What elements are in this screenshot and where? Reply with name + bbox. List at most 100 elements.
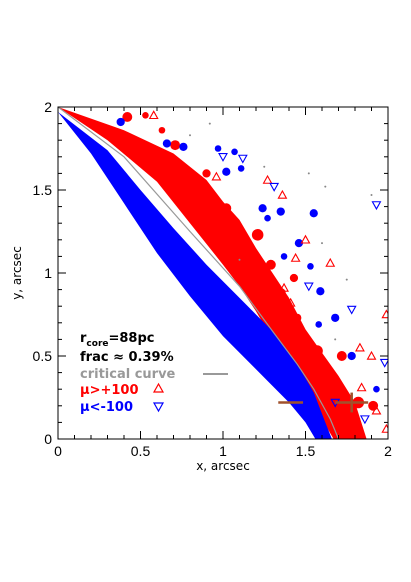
mu-pos-marker [371, 405, 382, 415]
mu-neg-blob [116, 117, 125, 127]
x-tick-label: 0 [54, 443, 62, 459]
mu-neg-marker [359, 415, 370, 425]
y-tick-label: 2 [44, 99, 52, 115]
faint-dot [208, 122, 211, 125]
mu-neg-blob [373, 385, 380, 393]
faint-dot [238, 258, 241, 261]
faint-dot [370, 193, 373, 196]
mu-pos-blob [265, 259, 276, 270]
rcore-main: r [80, 331, 87, 346]
plot-area [58, 107, 388, 439]
mu-pos-blob [368, 400, 379, 411]
y-tick-label: 0 [44, 431, 52, 447]
mu-pos-blob [202, 169, 211, 178]
tick-marks [57, 106, 389, 440]
mu-neg-marker [218, 153, 228, 162]
x-tick-label: 0.5 [131, 443, 151, 459]
mu-pos-marker [262, 174, 273, 184]
tick-labels: 0 0.5 1 1.5 2 0 0.5 1 1.5 2 [33, 99, 393, 459]
mu-neg-blob [214, 145, 222, 152]
mu-neg-blob [162, 139, 172, 148]
mu-pos-marker [325, 257, 336, 267]
mu-pos-marker [381, 309, 388, 319]
mu-pos-blob [289, 273, 299, 283]
faint-dot [321, 242, 323, 245]
mu-pos-blob [251, 229, 264, 241]
mu-pos-blob [221, 203, 232, 214]
mu-pos-marker [148, 110, 159, 120]
faint-dot [189, 134, 191, 137]
mu-neg-marker [303, 282, 314, 292]
mu-pos-marker [381, 423, 388, 433]
mu-neg-blob [347, 351, 356, 361]
faint-dot [345, 278, 348, 281]
faint-dot [263, 165, 266, 168]
mu-pos-marker [211, 171, 222, 181]
rcore-subscript: core [86, 339, 108, 349]
mu-pos-marker [277, 189, 288, 199]
faint-dot [324, 185, 327, 188]
mu-pos-blob [142, 112, 149, 119]
x-tick-label: 1 [219, 443, 227, 459]
mu-neg-blob [179, 142, 188, 151]
legend-mu-pos-label: μ>+100 [80, 383, 139, 398]
rcore-annotation: rcore=88pc [80, 331, 154, 349]
mu-neg-blob [264, 214, 271, 222]
mu-pos-blob [249, 253, 260, 264]
mu-pos-blob [195, 194, 205, 203]
mu-pos-blob [293, 313, 302, 322]
legend-mu-neg-label: μ<-100 [80, 400, 133, 415]
frac-annotation: frac ≈ 0.39% [80, 350, 174, 365]
y-tick-label: 0.5 [33, 348, 53, 364]
legend-mu-pos-marker [152, 382, 165, 393]
mu-neg-marker [371, 201, 382, 211]
mu-pos-blob [158, 126, 166, 134]
mu-pos-blob [336, 351, 347, 361]
y-tick-label: 1.5 [33, 182, 53, 198]
mu-neg-marker [237, 154, 248, 164]
critical-curve [58, 107, 340, 439]
faint-dot [334, 338, 337, 341]
mu-neg-blob [331, 313, 340, 322]
x-tick-label: 2 [384, 443, 392, 459]
mu-neg-blob [276, 207, 285, 216]
mu-neg-blob [315, 321, 323, 328]
mu-neg-blob [309, 209, 318, 218]
mu-pos-marker [356, 382, 367, 392]
mu-pos-marker [300, 234, 311, 244]
mu-pos-blob [232, 220, 241, 229]
mu-pos-blob [122, 112, 133, 122]
mu-pos-marker [290, 252, 301, 262]
mu-neg-blob [258, 204, 267, 213]
mu-neg-blob [280, 253, 288, 260]
mu-neg-marker [379, 358, 388, 368]
mu-neg-blob [222, 167, 231, 176]
mu-neg-band [58, 112, 332, 439]
mu-neg-blob [307, 263, 314, 270]
legend-critical-curve-label: critical curve [80, 367, 176, 382]
mu-pos-marker [366, 350, 377, 360]
x-tick-label: 1.5 [296, 443, 316, 459]
y-axis-label: y, arcsec [10, 246, 24, 300]
mu-pos-marker [279, 282, 289, 292]
mu-neg-marker [269, 182, 280, 192]
faint-dot [307, 172, 310, 175]
y-tick-label: 1 [44, 265, 52, 281]
rcore-value: =88pc [108, 331, 154, 346]
mu-neg-blob [316, 287, 325, 296]
plot-content [58, 107, 388, 439]
mu-neg-blob [231, 148, 238, 156]
legend: rcore=88pc frac ≈ 0.39% critical curve μ… [80, 331, 228, 415]
mu-pos-marker [285, 297, 296, 307]
mu-pos-marker [355, 342, 365, 352]
mu-pos-blob [275, 287, 286, 298]
legend-mu-neg-marker [152, 402, 165, 413]
mu-neg-blob [237, 165, 245, 172]
mu-pos-blob [311, 345, 323, 357]
x-axis-label: x, arcsec [196, 459, 250, 473]
mu-pos-blob [170, 140, 181, 151]
mu-neg-marker [346, 305, 357, 315]
axes: 0 0.5 1 1.5 2 0 0.5 1 1.5 2 x, arcsec y, arcsec [10, 99, 392, 473]
mu-neg-blob [294, 238, 304, 248]
